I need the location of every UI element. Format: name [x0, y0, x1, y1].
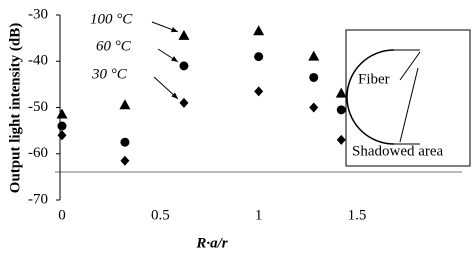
point — [309, 72, 319, 82]
point — [336, 134, 346, 145]
point — [56, 108, 68, 119]
point — [120, 155, 130, 166]
x-tick-label: 0 — [58, 207, 66, 223]
y-tick-label: -70 — [28, 191, 48, 207]
series-label: 60 °C — [96, 38, 132, 54]
inset-label: Fiber — [358, 71, 390, 87]
inset-label: Shadowed area — [352, 143, 444, 159]
arrow-head — [171, 56, 178, 62]
point — [254, 52, 264, 62]
point — [120, 137, 130, 147]
arrow-head — [171, 92, 178, 99]
fiber-circle — [346, 49, 395, 145]
x-axis-label: R·a/r — [195, 235, 227, 251]
arrow-head — [170, 26, 178, 33]
inset-box — [345, 29, 471, 167]
point — [179, 97, 189, 108]
leader-line — [399, 51, 421, 81]
series-label: 100 °C — [90, 11, 133, 27]
point — [335, 87, 347, 98]
point — [178, 29, 190, 40]
y-axis-label: Output light intensity (dB) — [7, 23, 23, 193]
y-tick-label: -50 — [28, 99, 48, 115]
point — [179, 61, 189, 71]
point — [254, 86, 264, 97]
x-tick-label: 1 — [255, 207, 263, 223]
point — [336, 105, 346, 115]
y-tick-label: -60 — [28, 145, 48, 161]
point — [308, 50, 320, 61]
inset: Fiber Shadowed area — [345, 29, 471, 167]
point — [119, 99, 131, 110]
y-tick-label: -30 — [28, 6, 48, 22]
point — [309, 102, 319, 113]
point — [57, 121, 67, 131]
y-tick-label: -40 — [28, 53, 48, 69]
point — [253, 25, 265, 36]
leader-line — [399, 67, 419, 143]
x-tick-label: 1.5 — [348, 207, 367, 223]
point — [57, 130, 67, 141]
x-tick-label: 0.5 — [151, 207, 170, 223]
series-label: 30 °C — [91, 66, 128, 82]
